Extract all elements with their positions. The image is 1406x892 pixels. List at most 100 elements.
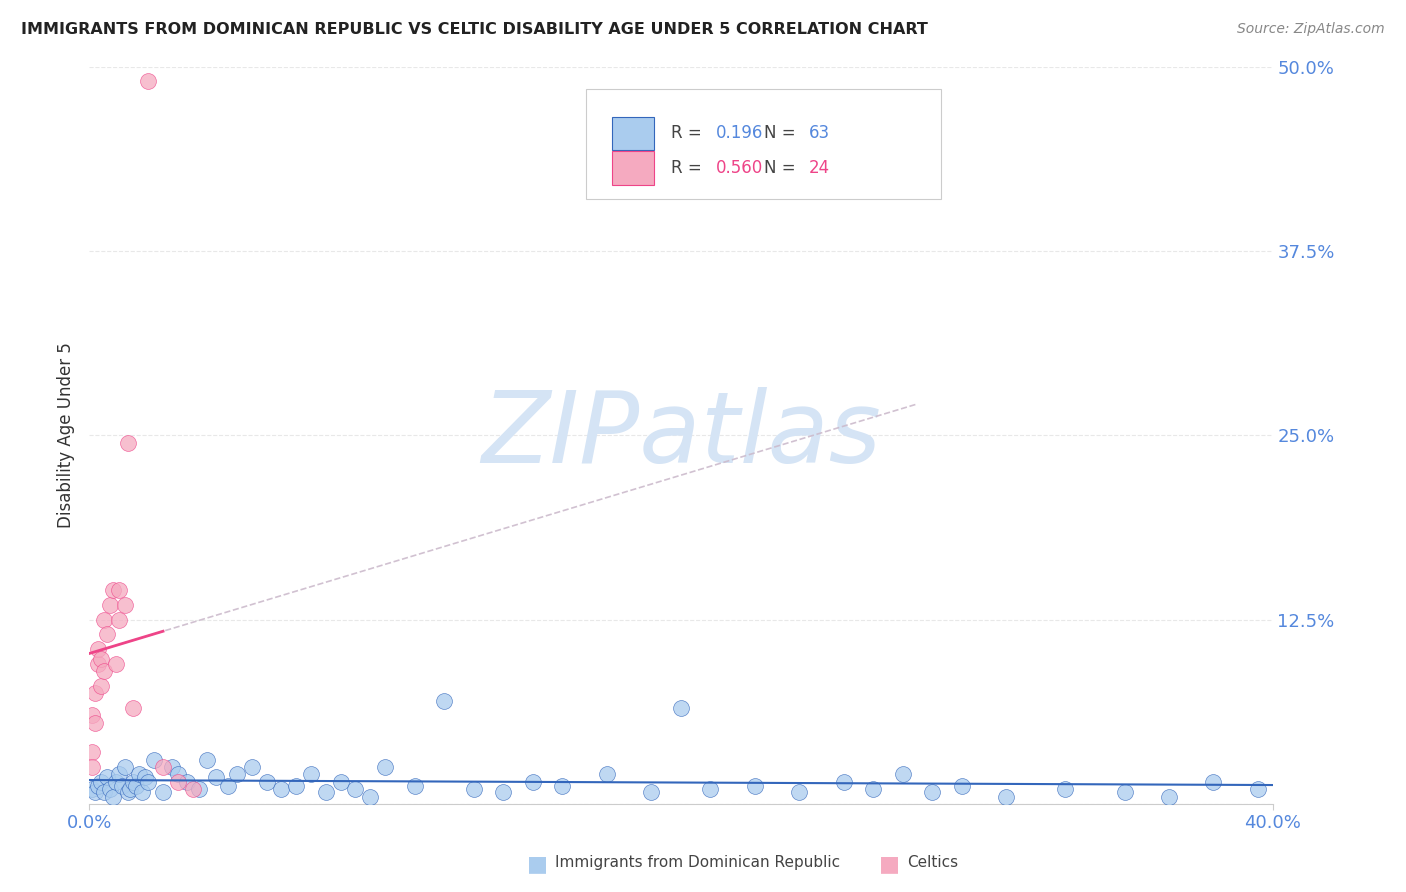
Point <box>114 760 136 774</box>
Point <box>160 760 183 774</box>
Point <box>329 775 352 789</box>
Point <box>84 686 107 700</box>
Point <box>80 745 103 759</box>
Y-axis label: Disability Age Under 5: Disability Age Under 5 <box>58 343 75 528</box>
Point <box>98 782 121 797</box>
Text: IMMIGRANTS FROM DOMINICAN REPUBLIC VS CELTIC DISABILITY AGE UNDER 5 CORRELATION : IMMIGRANTS FROM DOMINICAN REPUBLIC VS CE… <box>21 22 928 37</box>
Point <box>166 775 188 789</box>
Text: ■: ■ <box>527 854 548 873</box>
Point <box>117 785 139 799</box>
Point <box>285 779 308 793</box>
Point <box>96 771 118 785</box>
Text: Celtics: Celtics <box>907 855 957 870</box>
Point <box>120 782 142 797</box>
Point <box>107 613 129 627</box>
Point <box>1202 775 1225 789</box>
Text: Source: ZipAtlas.com: Source: ZipAtlas.com <box>1237 22 1385 37</box>
FancyBboxPatch shape <box>612 152 654 185</box>
Text: R =: R = <box>671 159 707 177</box>
Point <box>152 785 174 799</box>
Point <box>166 767 188 781</box>
Point <box>197 753 219 767</box>
Point <box>122 701 145 715</box>
Point <box>93 785 115 799</box>
Point <box>80 708 103 723</box>
Text: N =: N = <box>763 124 800 142</box>
Point <box>1157 789 1180 804</box>
Point <box>344 782 367 797</box>
Point <box>80 760 103 774</box>
Text: 24: 24 <box>808 159 830 177</box>
Point <box>404 779 426 793</box>
Point <box>98 598 121 612</box>
Point <box>1054 782 1077 797</box>
Point <box>256 775 278 789</box>
Point <box>551 779 574 793</box>
Point <box>187 782 209 797</box>
Point <box>134 771 156 785</box>
Point <box>107 583 129 598</box>
Point <box>669 701 692 715</box>
Text: ZIPatlas: ZIPatlas <box>481 387 880 483</box>
Text: Immigrants from Dominican Republic: Immigrants from Dominican Republic <box>555 855 841 870</box>
Point <box>1114 785 1136 799</box>
Point <box>104 657 127 671</box>
Point <box>87 642 110 657</box>
Point <box>125 779 148 793</box>
Point <box>90 679 112 693</box>
Point <box>374 760 396 774</box>
Point <box>950 779 973 793</box>
Point <box>744 779 766 793</box>
Text: 0.196: 0.196 <box>716 124 763 142</box>
Point <box>359 789 381 804</box>
Point <box>87 657 110 671</box>
Point <box>143 753 166 767</box>
Point <box>205 771 228 785</box>
Text: 0.560: 0.560 <box>716 159 763 177</box>
Point <box>176 775 198 789</box>
Point <box>891 767 914 781</box>
Point <box>84 785 107 799</box>
Point <box>217 779 239 793</box>
Point <box>93 665 115 679</box>
Text: N =: N = <box>763 159 800 177</box>
Point <box>80 782 103 797</box>
Point <box>226 767 249 781</box>
FancyBboxPatch shape <box>612 117 654 150</box>
Point <box>832 775 855 789</box>
Point <box>787 785 810 799</box>
Point <box>128 767 150 781</box>
Text: ■: ■ <box>879 854 900 873</box>
Point <box>90 775 112 789</box>
Point <box>299 767 322 781</box>
Point <box>131 785 153 799</box>
Point <box>136 775 159 789</box>
Text: 63: 63 <box>808 124 830 142</box>
Point <box>492 785 515 799</box>
Point <box>114 598 136 612</box>
FancyBboxPatch shape <box>586 88 941 199</box>
Point <box>84 715 107 730</box>
Point <box>596 767 619 781</box>
Point <box>240 760 263 774</box>
Point <box>1247 782 1270 797</box>
Point <box>136 74 159 88</box>
Point <box>699 782 721 797</box>
Point <box>93 613 115 627</box>
Point <box>96 627 118 641</box>
Point <box>921 785 943 799</box>
Point <box>862 782 884 797</box>
Point <box>315 785 337 799</box>
Point <box>640 785 662 799</box>
Point <box>101 789 124 804</box>
Point <box>152 760 174 774</box>
Point <box>117 435 139 450</box>
Point <box>122 775 145 789</box>
Point <box>110 779 132 793</box>
Point <box>87 779 110 793</box>
Point <box>90 652 112 666</box>
Point <box>463 782 485 797</box>
Text: R =: R = <box>671 124 707 142</box>
Point <box>101 583 124 598</box>
Point <box>181 782 204 797</box>
